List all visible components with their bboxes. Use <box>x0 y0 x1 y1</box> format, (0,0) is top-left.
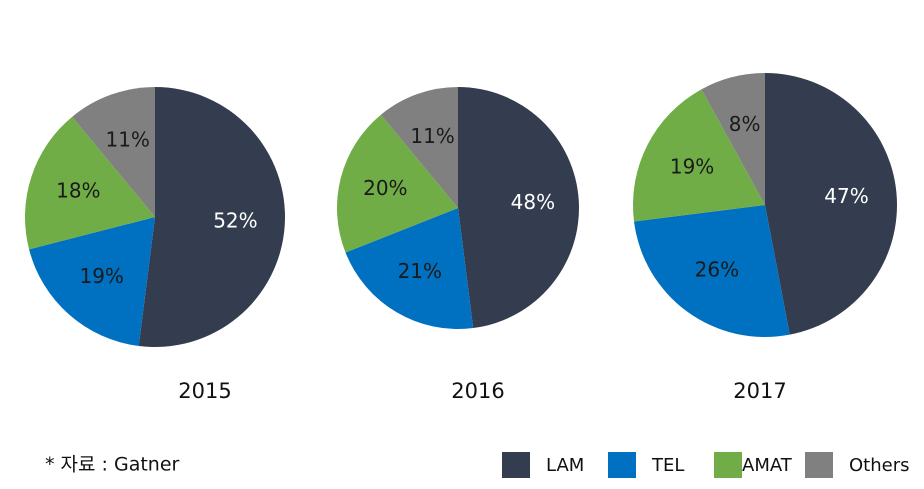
data-label: 19% <box>79 264 123 288</box>
data-label: 26% <box>695 258 739 282</box>
legend-label: AMAT <box>742 455 793 476</box>
data-label: 11% <box>410 124 454 148</box>
legend-swatch <box>608 452 636 478</box>
pie-slice <box>72 87 155 217</box>
data-label: 48% <box>511 190 555 214</box>
pie-slice <box>29 217 155 346</box>
source-note: * 자료 : Gatner <box>45 454 180 476</box>
legend-label: Others <box>849 455 910 476</box>
pie-title: 2017 <box>733 379 786 403</box>
data-label: 8% <box>729 112 761 136</box>
data-label: 52% <box>213 209 257 233</box>
pie-slice <box>25 116 156 250</box>
pie-title: 2015 <box>178 379 231 403</box>
pie-slice <box>336 114 458 253</box>
data-label: 47% <box>824 184 868 208</box>
data-label: 11% <box>105 128 149 152</box>
legend-swatch <box>714 452 742 478</box>
pie-title: 2016 <box>451 379 504 403</box>
data-label: 18% <box>56 179 100 203</box>
pie-slice <box>138 87 285 347</box>
pie-slice <box>458 87 579 329</box>
pie-slice <box>380 87 458 208</box>
legend-swatch <box>805 452 833 478</box>
legend-label: TEL <box>651 455 684 476</box>
pie-slice <box>345 208 474 329</box>
pie-slice <box>632 89 765 222</box>
legend-label: LAM <box>546 455 584 476</box>
data-label: 20% <box>363 176 407 200</box>
pie-slice <box>765 73 898 335</box>
pie-slice <box>701 73 765 205</box>
data-label: 21% <box>398 259 442 283</box>
pie-slice <box>634 205 790 338</box>
legend-swatch <box>502 452 530 478</box>
data-label: 19% <box>670 154 714 178</box>
